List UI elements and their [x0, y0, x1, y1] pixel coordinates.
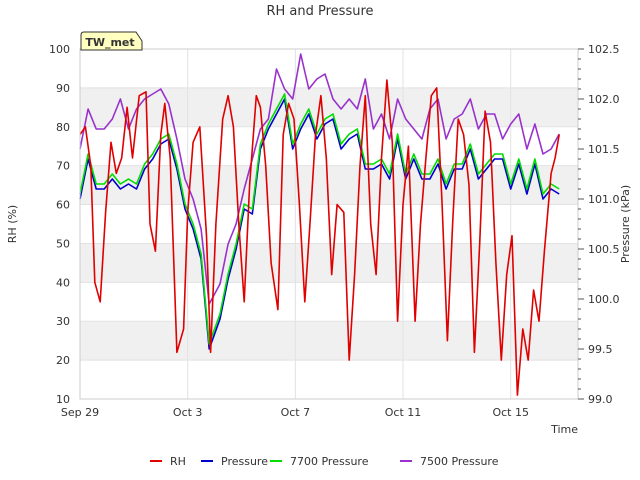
plot-frame [79, 48, 579, 400]
x-tick-label: Oct 11 [385, 406, 422, 419]
legend-label: RH [170, 455, 186, 468]
y-right-tick-label: 99.5 [588, 343, 613, 356]
y-right-tick-label: 101.5 [588, 143, 620, 156]
y-left-tick-label: 100 [49, 43, 70, 56]
badge-label: TW_met [85, 36, 134, 49]
plot-lines [79, 53, 560, 396]
legend-label: 7500 Pressure [420, 455, 499, 468]
y-right-tick-label: 102.5 [588, 43, 620, 56]
y-left-tick-label: 80 [56, 121, 70, 134]
badge: TW_met [80, 31, 143, 51]
y-left-tick-label: 50 [56, 237, 70, 250]
series-line-7700-pressure [79, 93, 560, 345]
series-line-7500-pressure [79, 53, 560, 305]
x-axis-label: Time [550, 423, 578, 436]
y-right-label: Pressure (kPa) [619, 185, 632, 263]
x-axis-ticks: Sep 29 Oct 3 Oct 7 Oct 11 Oct 15 [61, 406, 529, 419]
y-left-tick-label: 10 [56, 393, 70, 406]
y-right-tick-label: 101.0 [588, 193, 620, 206]
x-tick-label: Sep 29 [61, 406, 99, 419]
y-right-tick-label: 100.0 [588, 293, 620, 306]
y-left-tick-label: 90 [56, 82, 70, 95]
legend: RH Pressure 7700 Pressure 7500 Pressure [150, 455, 499, 468]
x-tick-label: Oct 15 [492, 406, 529, 419]
legend-label: 7700 Pressure [290, 455, 369, 468]
right-axis-ticks: 99.0 99.5 100.0 100.5 101.0 101.5 102.0 102.5 [578, 43, 620, 406]
y-left-tick-label: 30 [56, 315, 70, 328]
legend-label: Pressure [221, 455, 268, 468]
series-line-pressure [79, 98, 560, 350]
y-left-tick-label: 40 [56, 276, 70, 289]
background-band [80, 321, 578, 361]
y-left-label: RH (%) [6, 205, 19, 243]
y-right-tick-label: 100.5 [588, 243, 620, 256]
y-left-tick-label: 70 [56, 160, 70, 173]
left-axis-ticks: 10 20 30 40 50 60 70 80 90 100 [49, 43, 70, 406]
y-right-tick-label: 102.0 [588, 93, 620, 106]
chart-title: RH and Pressure [266, 4, 373, 19]
background-band [80, 165, 578, 205]
x-tick-label: Oct 3 [173, 406, 203, 419]
y-right-tick-label: 99.0 [588, 393, 613, 406]
series-line-rh [79, 79, 560, 396]
x-tick-label: Oct 7 [281, 406, 311, 419]
y-left-tick-label: 20 [56, 354, 70, 367]
y-left-tick-label: 60 [56, 199, 70, 212]
badge-shape [80, 31, 143, 51]
